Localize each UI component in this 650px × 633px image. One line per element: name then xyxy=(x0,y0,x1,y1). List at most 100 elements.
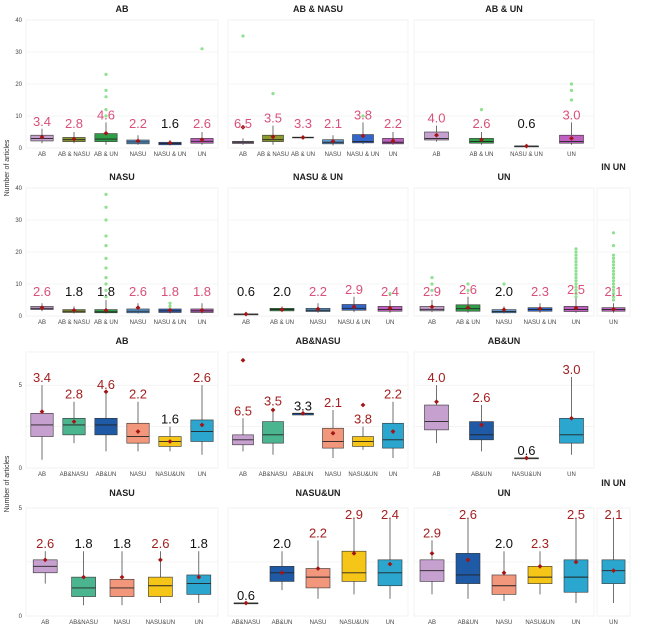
mean-marker xyxy=(390,138,396,144)
mean-label: 3.3 xyxy=(294,116,312,131)
panel-title: AB&NASU xyxy=(296,336,341,346)
box xyxy=(382,422,404,449)
x-tick-label: AB & NASU xyxy=(58,320,90,326)
x-tick-label: NASU&UN xyxy=(155,472,184,478)
mean-label: 2.2 xyxy=(309,525,327,540)
box xyxy=(190,419,214,442)
box xyxy=(527,566,553,584)
outlier-point xyxy=(574,256,578,260)
mean-label: 2.6 xyxy=(36,536,54,551)
x-tick-label: AB & UN xyxy=(469,152,493,158)
x-tick-label: AB&UN xyxy=(471,472,492,478)
x-tick-label: UN xyxy=(567,152,576,158)
outlier-point xyxy=(104,218,108,222)
mean-label: 2.2 xyxy=(309,284,327,299)
mean-marker xyxy=(537,563,543,569)
x-tick-label: AB & UN xyxy=(270,320,294,326)
outlier-point xyxy=(104,295,108,299)
panel-a-4: NASU & UN 0.6 AB 2.0 AB & UN 2.2 NASU 2.9 NASU &… xyxy=(227,172,409,326)
box xyxy=(148,576,173,597)
mean-marker xyxy=(279,307,285,312)
mean-marker xyxy=(103,389,109,395)
y-tick-label: 40 xyxy=(15,18,22,24)
x-tick-label: NASU & UN xyxy=(338,320,371,326)
x-tick-label: UN xyxy=(389,152,398,158)
mean-marker xyxy=(199,422,205,428)
outlier-point xyxy=(466,282,470,286)
x-tick-label: AB & UN xyxy=(94,320,118,326)
mean-marker xyxy=(360,402,366,408)
mean-label: 2.6 xyxy=(459,507,477,522)
outlier-point xyxy=(271,92,275,96)
mean-marker xyxy=(479,137,484,143)
mean-label: 2.3 xyxy=(531,536,549,551)
x-tick-label: NASU xyxy=(310,320,327,326)
mean-label: 3.5 xyxy=(264,111,282,126)
mean-marker xyxy=(501,570,507,576)
mean-label: 1.6 xyxy=(161,412,179,427)
x-tick-label: AB&UN xyxy=(293,472,314,478)
mean-label: 3.8 xyxy=(354,107,372,122)
mean-label: 2.2 xyxy=(384,116,402,131)
y-tick-label: 10 xyxy=(15,282,22,288)
panel-b-1: AB&NASU 6.5 AB 3.5 AB&NASU 3.3 AB&UN 2.1 NASU 3.8… xyxy=(227,336,409,478)
outlier-point xyxy=(611,288,616,292)
mean-marker xyxy=(465,557,471,563)
mean-marker xyxy=(167,439,173,444)
mean-label: 2.2 xyxy=(129,387,147,402)
x-tick-label: UN xyxy=(567,472,576,478)
x-tick-label: NASU & UN xyxy=(510,152,543,158)
x-tick-label: AB xyxy=(38,320,46,326)
mean-marker xyxy=(71,419,77,424)
mean-marker xyxy=(158,557,163,563)
outlier-point xyxy=(466,288,470,292)
mean-marker xyxy=(42,557,48,563)
outlier-point xyxy=(104,266,108,270)
mean-marker xyxy=(330,430,336,436)
outlier-point xyxy=(611,285,616,289)
outlier-point xyxy=(611,292,616,296)
mean-marker xyxy=(243,311,249,317)
mean-label: 2.6 xyxy=(193,370,211,385)
box xyxy=(94,417,118,436)
mean-label: 4.6 xyxy=(97,107,115,122)
mean-marker xyxy=(71,307,77,313)
y-tick-label: 10 xyxy=(15,114,22,120)
panel-a-5: UN 2.9 AB 2.6 AB & UN 2.0 NASU 2.3 NASU & UN 2.5 U… xyxy=(413,172,595,326)
x-tick-label: NASU xyxy=(130,320,147,326)
mean-marker xyxy=(573,305,579,311)
mean-label: 4.0 xyxy=(427,111,445,126)
mean-marker xyxy=(330,138,336,144)
mean-marker xyxy=(387,561,393,567)
mean-label: 2.0 xyxy=(273,284,291,299)
x-tick-label: AB xyxy=(432,472,440,478)
x-tick-label: AB xyxy=(242,320,250,326)
mean-marker xyxy=(569,415,574,421)
mean-marker xyxy=(360,133,366,139)
mean-marker xyxy=(279,570,285,576)
mean-marker xyxy=(315,566,321,571)
panel-title: IN UN xyxy=(601,478,626,488)
mean-label: 2.6 xyxy=(129,284,147,299)
mean-marker xyxy=(315,306,321,312)
mean-marker xyxy=(524,455,529,461)
x-tick-label: NASU & UN xyxy=(154,320,187,326)
mean-label: 2.6 xyxy=(472,390,490,405)
mean-marker xyxy=(611,568,616,574)
x-tick-label: AB xyxy=(38,472,46,478)
outlier-point xyxy=(569,88,574,92)
y-tick-label: 5 xyxy=(19,506,23,512)
mean-label: 2.9 xyxy=(423,525,441,540)
outlier-point xyxy=(104,256,108,260)
outlier-point xyxy=(611,263,616,267)
mean-marker xyxy=(199,137,205,143)
x-tick-label: NASU&UN xyxy=(348,472,377,478)
mean-marker xyxy=(135,429,141,434)
mean-label: 2.1 xyxy=(324,395,342,410)
mean-marker xyxy=(465,305,471,311)
panel-title: NASU xyxy=(109,172,135,182)
outlier-point xyxy=(569,82,574,86)
outlier-point xyxy=(502,282,506,286)
mean-label: 2.9 xyxy=(423,284,441,299)
mean-label: 0.6 xyxy=(517,116,535,131)
